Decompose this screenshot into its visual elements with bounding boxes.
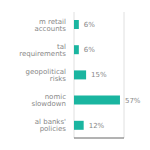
svg-text:6%: 6% xyxy=(84,21,95,29)
svg-text:geopoliticalrisks: geopoliticalrisks xyxy=(26,68,67,83)
svg-text:6%: 6% xyxy=(84,46,95,54)
svg-text:15%: 15% xyxy=(91,71,107,79)
svg-text:talrequirements: talrequirements xyxy=(19,43,66,58)
svg-text:al banks'policies: al banks'policies xyxy=(35,118,67,133)
svg-text:57%: 57% xyxy=(125,97,141,105)
svg-text:nomicslowdown: nomicslowdown xyxy=(32,93,67,108)
svg-text:12%: 12% xyxy=(89,122,105,130)
svg-text:m retailaccounts: m retailaccounts xyxy=(34,18,66,33)
